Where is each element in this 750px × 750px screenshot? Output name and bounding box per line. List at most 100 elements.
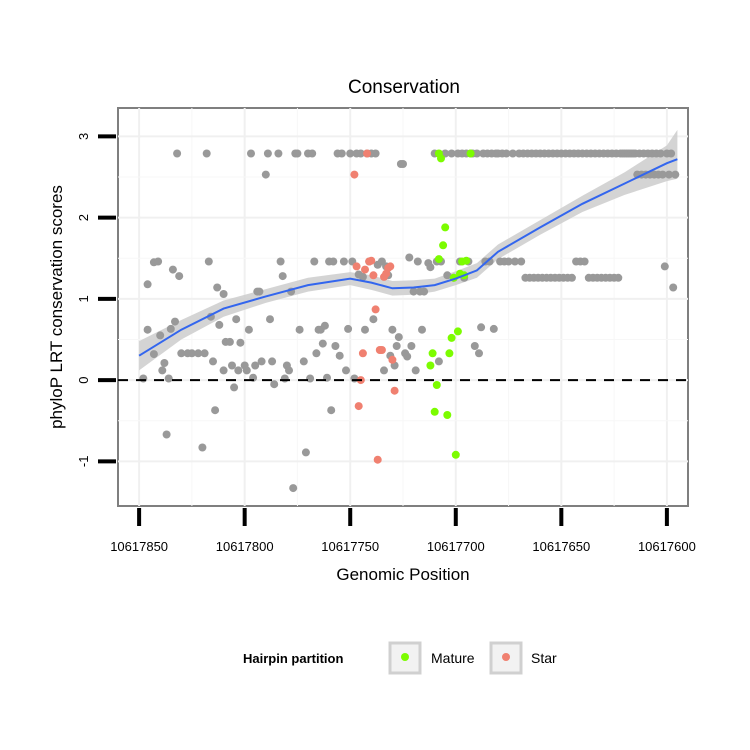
point-other <box>154 257 163 266</box>
point-other <box>413 257 422 266</box>
point-other <box>230 383 239 392</box>
point-other <box>162 430 171 439</box>
point-mature <box>428 349 437 358</box>
point-other <box>285 366 293 375</box>
point-other <box>257 357 266 366</box>
point-other <box>263 149 272 158</box>
point-other <box>149 350 158 359</box>
point-other <box>202 149 211 158</box>
point-other <box>306 374 315 383</box>
point-other <box>177 349 186 358</box>
point-other <box>665 170 673 179</box>
point-other <box>200 349 209 358</box>
point-other <box>342 366 350 375</box>
x-tick-label: 10617650 <box>532 539 590 554</box>
point-mature <box>445 349 454 358</box>
x-tick-label: 10617850 <box>110 539 168 554</box>
point-other <box>236 338 245 347</box>
point-other <box>274 149 283 158</box>
point-star <box>369 271 378 280</box>
point-other <box>656 149 665 158</box>
point-other <box>327 406 336 415</box>
point-other <box>407 342 416 350</box>
point-other <box>392 342 401 350</box>
point-other <box>411 366 420 375</box>
point-mature <box>432 381 441 389</box>
point-other <box>299 357 308 366</box>
point-other <box>403 352 412 361</box>
point-star <box>367 256 376 265</box>
point-other <box>293 149 302 158</box>
chart-title: Conservation <box>348 77 460 98</box>
point-other <box>356 149 365 158</box>
point-other <box>369 315 378 324</box>
point-other <box>510 257 519 266</box>
point-other <box>346 149 355 158</box>
point-other <box>504 257 513 266</box>
point-other <box>255 287 264 296</box>
point-other <box>228 361 236 370</box>
point-mature <box>453 327 462 336</box>
point-other <box>204 257 213 266</box>
point-other <box>502 149 511 158</box>
point-other <box>394 333 403 342</box>
point-other <box>289 484 298 493</box>
point-other <box>215 320 224 329</box>
point-other <box>470 342 479 350</box>
trend-line <box>138 158 678 357</box>
point-other <box>418 325 426 334</box>
point-other <box>475 349 483 358</box>
point-star <box>388 355 397 364</box>
point-other <box>447 149 456 158</box>
point-other <box>158 366 167 375</box>
point-other <box>358 272 367 281</box>
point-other <box>295 325 304 334</box>
data-points <box>139 149 680 493</box>
point-other <box>477 323 486 332</box>
point-star <box>386 262 395 271</box>
point-other <box>434 357 443 366</box>
x-axis: 10617850 10617800 10617750 10617700 10617650… <box>110 508 696 554</box>
point-other <box>485 257 494 266</box>
point-other <box>660 262 669 271</box>
x-tick-label: 10617700 <box>427 539 485 554</box>
point-star <box>371 305 380 314</box>
x-tick-label: 10617750 <box>321 539 379 554</box>
point-other <box>234 366 243 375</box>
point-other <box>310 257 319 266</box>
point-other <box>380 366 388 375</box>
point-mature <box>441 223 450 232</box>
point-star <box>354 402 363 411</box>
point-other <box>175 272 184 281</box>
point-other <box>280 374 289 383</box>
point-other <box>244 325 253 334</box>
point-other <box>211 406 220 415</box>
point-other <box>187 349 196 358</box>
legend-key-mature-dot <box>401 653 409 661</box>
point-other <box>278 272 287 281</box>
point-other <box>508 149 517 158</box>
point-other <box>166 324 175 333</box>
point-other <box>567 273 576 282</box>
point-other <box>139 374 148 383</box>
point-other <box>213 283 222 292</box>
point-other <box>266 315 274 324</box>
point-mature <box>443 411 452 419</box>
point-other <box>312 349 321 358</box>
legend: Hairpin partition Mature Star <box>243 641 557 675</box>
point-other <box>171 317 179 326</box>
point-other <box>143 280 152 289</box>
point-star <box>363 149 372 158</box>
point-other <box>580 257 589 266</box>
legend-label-mature: Mature <box>431 650 475 666</box>
point-other <box>164 374 173 383</box>
point-other <box>399 160 407 168</box>
point-other <box>443 271 452 280</box>
point-other <box>173 149 182 158</box>
legend-label-star: Star <box>531 650 557 666</box>
y-tick-label: 1 <box>76 295 91 302</box>
y-axis-label: phyloP LRT conservation scores <box>47 185 66 429</box>
point-other <box>261 170 270 179</box>
point-other <box>667 149 676 158</box>
